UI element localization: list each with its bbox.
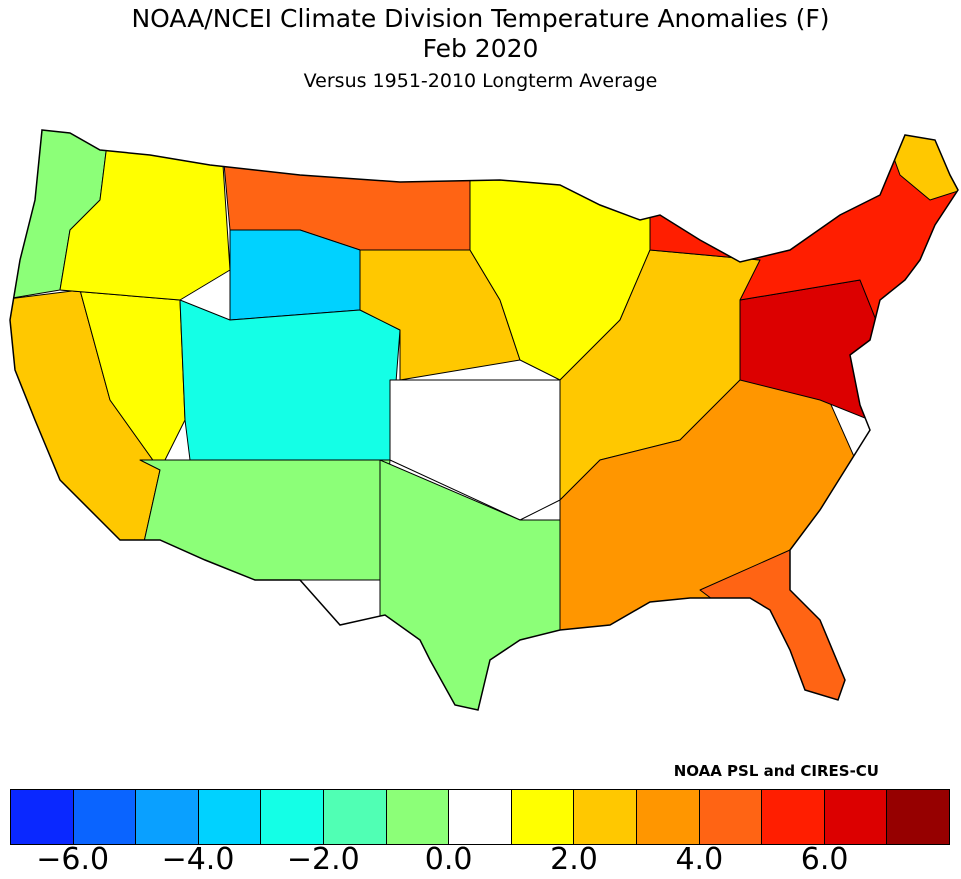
- legend-tick-label: 4.0: [675, 842, 724, 877]
- legend-swatch: [198, 790, 262, 844]
- legend-swatch: [11, 790, 74, 844]
- region-southern-plains: [389, 379, 561, 521]
- legend-swatch: [824, 790, 888, 844]
- legend-tick-label: −4.0: [161, 842, 235, 877]
- region-wyoming: [229, 229, 361, 321]
- legend-swatch: [449, 790, 512, 844]
- region-colorado-utah: [179, 299, 401, 461]
- legend-swatch: [511, 790, 575, 844]
- legend-tick-label: −2.0: [286, 842, 360, 877]
- legend-tick-label: 6.0: [800, 842, 849, 877]
- legend-swatch: [636, 790, 700, 844]
- map-date: Feb 2020: [422, 34, 539, 63]
- legend-swatch: [762, 790, 825, 844]
- us-climate-map: [9, 129, 959, 711]
- legend-swatch: [574, 790, 637, 844]
- legend-swatch: [699, 790, 763, 844]
- map-title: NOAA/NCEI Climate Division Temperature A…: [131, 4, 830, 33]
- legend-swatch: [386, 790, 450, 844]
- region-southwest: [139, 459, 391, 581]
- legend-swatch: [136, 790, 199, 844]
- legend-swatch: [261, 790, 324, 844]
- color-legend: [10, 789, 950, 845]
- us-outline: [9, 129, 959, 711]
- legend-swatch: [73, 790, 137, 844]
- credit-label: NOAA PSL and CIRES-CU: [673, 762, 879, 780]
- legend-swatch: [323, 790, 387, 844]
- legend-tick-label: 0.0: [424, 842, 473, 877]
- legend-tick-label: −6.0: [36, 842, 110, 877]
- legend-swatch: [887, 790, 949, 844]
- legend-tick-label: 2.0: [550, 842, 598, 877]
- map-subtitle: Versus 1951-2010 Longterm Average: [303, 70, 658, 92]
